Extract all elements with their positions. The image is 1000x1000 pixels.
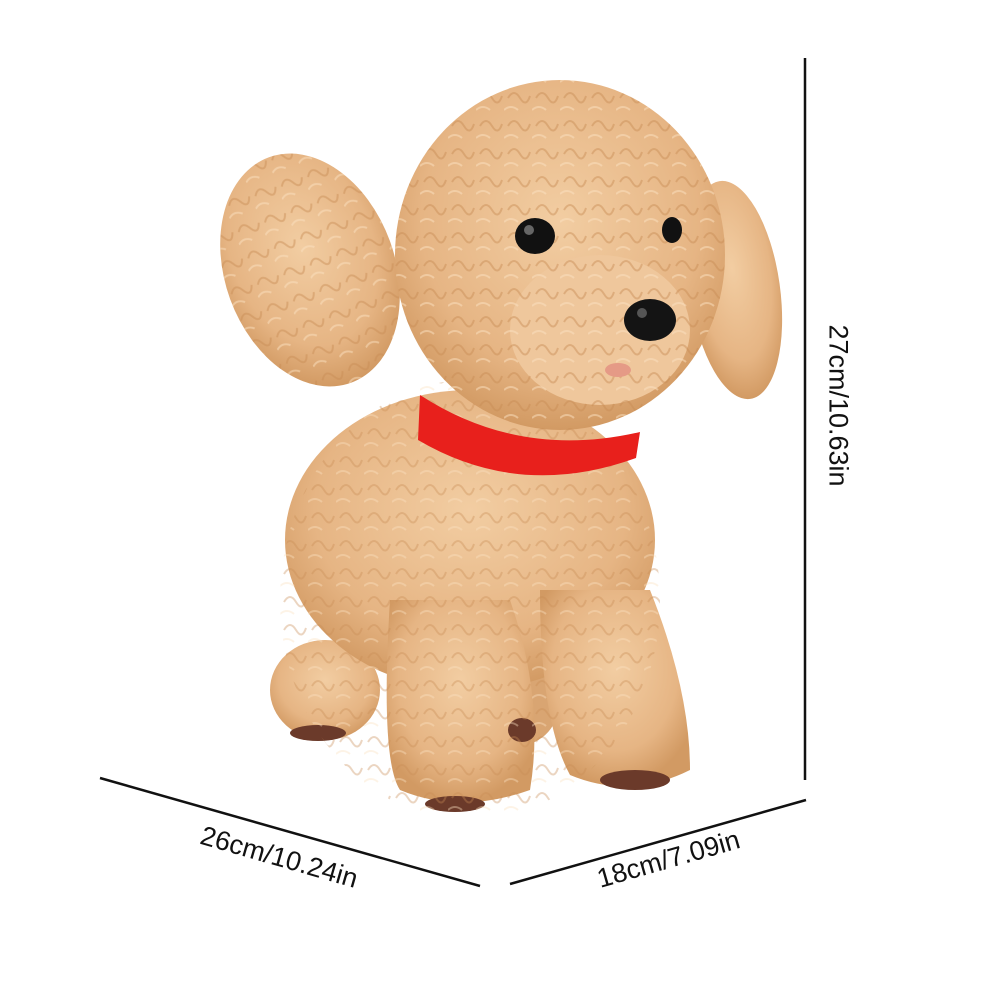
- right-eye: [662, 217, 682, 243]
- nose: [624, 299, 676, 341]
- collar: [418, 395, 640, 476]
- dog-head: [220, 80, 783, 430]
- mouth: [605, 363, 631, 377]
- dimension-lines: [99, 58, 807, 888]
- height-label: 27cm/10.63in: [823, 324, 854, 487]
- left-eye: [515, 218, 555, 254]
